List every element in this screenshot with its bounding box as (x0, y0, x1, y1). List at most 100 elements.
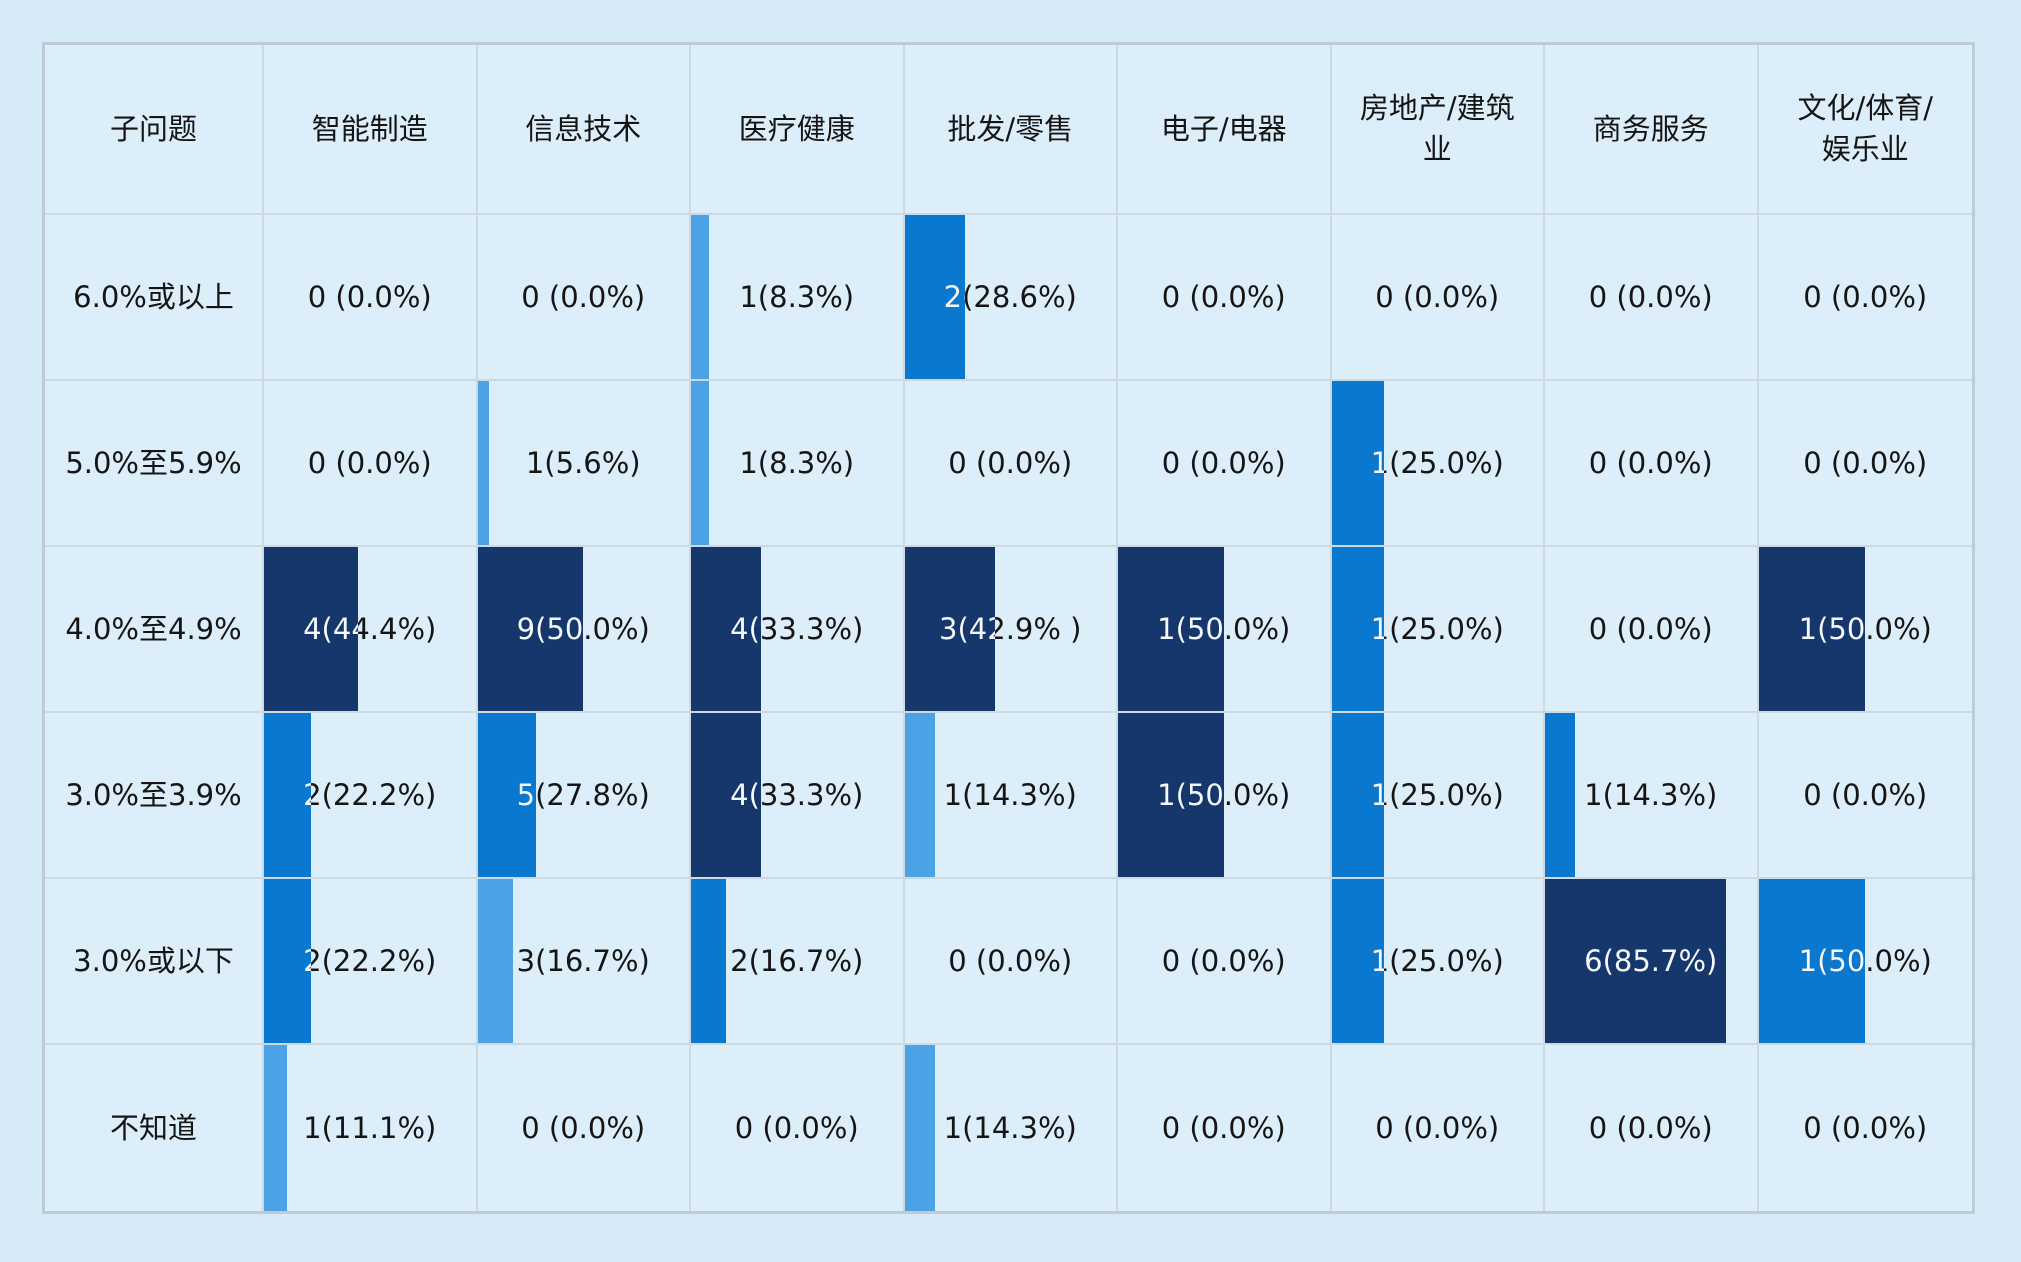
cell-value-bar-overlay: 1(25.0%) (1332, 879, 1385, 1043)
data-cell: 2(22.2%)2(22.2%) (264, 879, 478, 1045)
data-cell: 1(8.3%) 1(8.3%) (691, 215, 905, 381)
data-cell: 0 (0.0%) (1118, 1045, 1332, 1211)
cell-value-bar-overlay: 5(27.8%) (478, 713, 537, 877)
cell-value: 9(50.0%) (516, 611, 650, 646)
cell-value: 2(22.2%) (303, 777, 437, 812)
row-label-cell: 6.0%或以上 (45, 215, 264, 381)
data-cell: 9(50.0%)9(50.0%) (477, 547, 691, 713)
survey-databar-table: 子问题 智能制造 信息技术 医疗健康 批发/零售 电子/电器 房地产/建筑业 商务服务 文化/体… (42, 42, 1975, 1214)
data-cell: 5(27.8%)5(27.8%) (477, 713, 691, 879)
cell-value: 1(25.0%) (1370, 611, 1504, 646)
column-header-cell: 信息技术 (477, 45, 691, 215)
data-cell: 0 (0.0%) (264, 215, 478, 381)
cell-value-bar-overlay: 9(50.0%) (478, 547, 584, 711)
data-bar (264, 547, 358, 711)
data-cell: 1(50.0%)1(50.0%) (1118, 713, 1332, 879)
data-bar (1331, 547, 1385, 711)
cell-value: 1(8.3%) (739, 279, 855, 314)
data-cell: 1(11.1%) 1(11.1%) (264, 1045, 478, 1211)
cell-value-bar-overlay: 1(8.3%) (691, 215, 709, 379)
cell-value-bar-overlay: 2(22.2%) (264, 879, 311, 1043)
cell-value-bar-overlay: 1(25.0%) (1332, 713, 1385, 877)
cell-value-bar-overlay: 4(33.3%) (691, 713, 761, 877)
cell-value-bar-overlay: 6(85.7%) (1545, 879, 1726, 1043)
data-cell: 1(25.0%)1(25.0%) (1331, 381, 1545, 547)
cell-value-white: 5(27.8%) (516, 777, 537, 812)
data-cell: 0 (0.0%) (904, 879, 1118, 1045)
data-bar (691, 879, 727, 1043)
data-cell: 0 (0.0%) (477, 215, 691, 381)
data-cell: 0 (0.0%) (904, 381, 1118, 547)
cell-value: 1(11.1%) (303, 1110, 437, 1145)
data-bar (477, 381, 490, 545)
data-cell: 3(16.7%)3(16.7%) (477, 879, 691, 1045)
cell-value-bar-overlay: 4(33.3%) (691, 547, 761, 711)
cell-value: 4(44.4%) (303, 611, 437, 646)
data-cell: 4(33.3%)4(33.3%) (691, 713, 905, 879)
column-header-cell: 电子/电器 (1118, 45, 1332, 215)
column-header-cell: 批发/零售 (904, 45, 1118, 215)
data-cell: 0 (0.0%) (1332, 1045, 1545, 1211)
cell-value-white: 9(50.0%) (516, 611, 584, 646)
cell-value: 2(22.2%) (303, 943, 437, 978)
cell-value: 1(25.0%) (1370, 777, 1504, 812)
row-label-cell: 3.0%至3.9% (45, 713, 264, 879)
cell-value-bar-overlay: 1(5.6%) (478, 381, 490, 545)
data-cell: 0 (0.0%) (478, 1045, 691, 1211)
data-cell: 0 (0.0%) (691, 1045, 905, 1211)
data-cell: 0 (0.0%) (1118, 879, 1332, 1045)
data-cell: 1(25.0%)1(25.0%) (1331, 713, 1545, 879)
cell-value: 0 (0.0%) (307, 279, 432, 314)
data-cell: 0 (0.0%) (1118, 215, 1332, 381)
data-cell: 1(50.0%)1(50.0%) (1758, 879, 1972, 1045)
data-bar (477, 713, 537, 877)
row-label: 4.0%至4.9% (65, 611, 242, 646)
cell-value: 0 (0.0%) (1803, 445, 1928, 480)
cell-value-bar-overlay: 1(50.0%) (1759, 879, 1866, 1043)
cell-value-bar-overlay: 1(14.3%) (905, 713, 935, 877)
cell-value-bar-overlay: 3(42.9% ) (905, 547, 995, 711)
cell-value: 1(50.0%) (1157, 611, 1291, 646)
data-cell: 1(50.0%)1(50.0%) (1758, 547, 1972, 713)
column-header-label: 文化/体育/娱乐业 (1797, 91, 1934, 166)
data-cell: 2(16.7%)2(16.7%) (691, 879, 905, 1045)
cell-value: 0 (0.0%) (948, 445, 1073, 480)
data-cell: 1(25.0%)1(25.0%) (1331, 879, 1545, 1045)
data-bar (904, 713, 935, 877)
data-cell: 0 (0.0%) (264, 381, 478, 547)
cell-value: 0 (0.0%) (734, 1110, 859, 1145)
cell-value: 0 (0.0%) (1803, 279, 1928, 314)
data-bar (1118, 713, 1224, 877)
data-bar (691, 381, 709, 545)
cell-value-bar-overlay: 1(50.0%) (1118, 547, 1224, 711)
cell-value: 0 (0.0%) (1375, 279, 1500, 314)
data-bar (1331, 381, 1385, 545)
data-bar (904, 1045, 935, 1211)
data-bar (477, 879, 513, 1043)
row-label: 不知道 (109, 1110, 197, 1145)
cell-value: 0 (0.0%) (521, 279, 646, 314)
data-bar (1758, 547, 1866, 711)
cell-value-white: 4(33.3%) (730, 777, 761, 812)
data-cell: 6(85.7%) 6(85.7%) (1545, 879, 1759, 1045)
data-cell: 0 (0.0%) (1331, 215, 1545, 381)
cell-value: 1(14.3%) (1584, 777, 1718, 812)
column-header-label: 商务服务 (1592, 111, 1709, 146)
cell-value: 0 (0.0%) (1803, 777, 1928, 812)
column-header-label: 批发/零售 (947, 111, 1074, 146)
cell-value-white: 1(50.0%) (1157, 611, 1224, 646)
row-label: 6.0%或以上 (73, 279, 234, 314)
data-cell: 0 (0.0%) (1758, 713, 1972, 879)
data-bar (477, 547, 584, 711)
cell-value: 4(33.3%) (730, 777, 864, 812)
cell-value: 0 (0.0%) (1375, 1110, 1500, 1145)
column-header-cell: 商务服务 (1545, 45, 1759, 215)
cell-value: 0 (0.0%) (1161, 445, 1286, 480)
cell-value-bar-overlay: 1(25.0%) (1332, 381, 1385, 545)
data-bar (691, 713, 762, 877)
data-bar (264, 1045, 288, 1211)
cell-value-white: 1(25.0%) (1371, 775, 1385, 816)
cell-value-white: 3(42.9% ) (939, 611, 995, 646)
data-cell: 0 (0.0%) (1545, 381, 1759, 547)
